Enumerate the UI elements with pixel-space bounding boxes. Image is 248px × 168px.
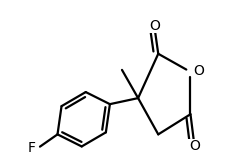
Text: O: O bbox=[149, 19, 160, 33]
Text: O: O bbox=[189, 139, 200, 153]
Text: O: O bbox=[193, 64, 204, 78]
Text: F: F bbox=[28, 141, 36, 155]
